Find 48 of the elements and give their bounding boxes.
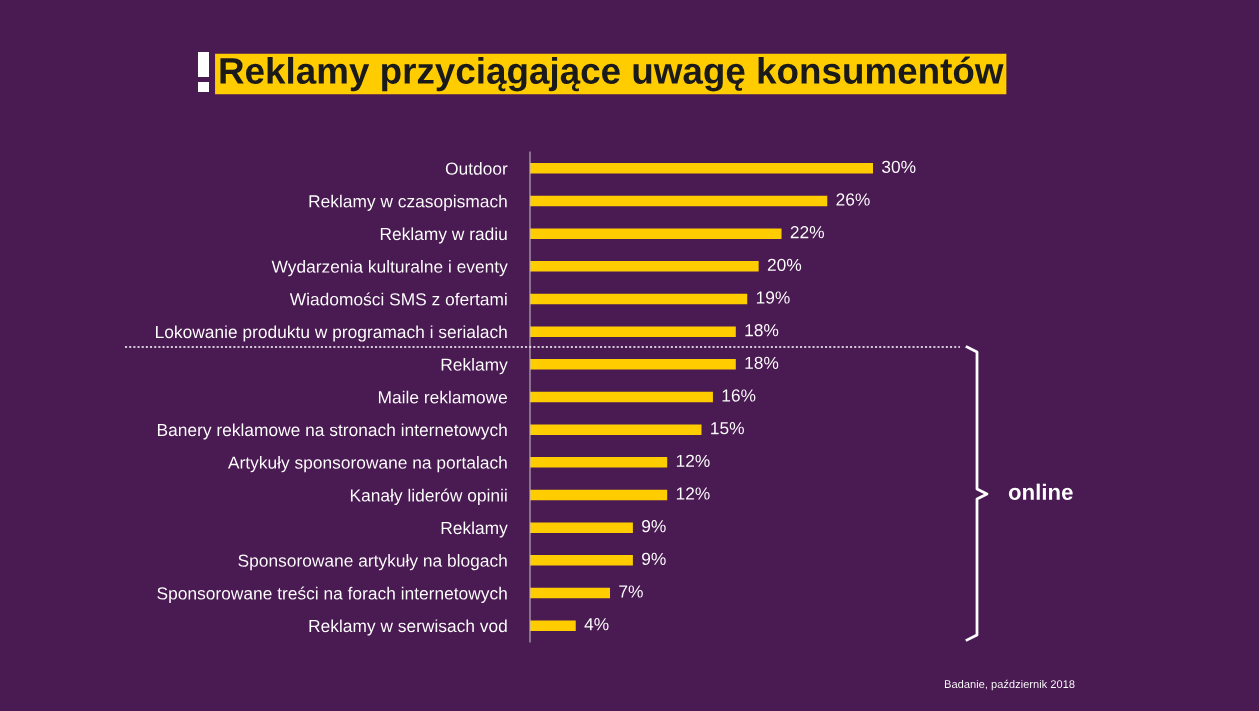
y-tick-label: Maile reklamowe	[378, 390, 508, 404]
text: online	[1008, 483, 1073, 500]
data-label: 15%	[711, 422, 744, 435]
bar	[530, 457, 668, 468]
y-tick-label: Banery reklamowe na stronach internetowych	[157, 423, 507, 440]
data-label: 30%	[882, 160, 916, 173]
data-label: 16%	[722, 389, 756, 402]
bar	[530, 359, 736, 370]
data-label: 26%	[836, 193, 870, 206]
bar	[530, 293, 748, 305]
text: Badanie, październik 2018	[944, 679, 1075, 691]
chart-title: Reklamy przyciągające uwagę konsumentów	[220, 56, 1004, 92]
bar	[530, 587, 611, 599]
y-tick-label: Sponsorowane artykuły na blogach	[238, 554, 507, 571]
data-label: 22%	[790, 226, 824, 239]
data-label: 20%	[767, 258, 802, 271]
y-tick-label: Kanały liderów opinii	[350, 488, 507, 505]
data-label: 12%	[676, 487, 710, 500]
y-tick-label: Wiadomości SMS z ofertami	[289, 292, 507, 306]
data-label: 9%	[642, 520, 666, 533]
data-label: 19%	[756, 291, 790, 304]
bar	[530, 555, 633, 566]
bar	[530, 163, 873, 174]
y-tick-label: Wydarzenia kulturalne i eventy	[271, 260, 508, 277]
y-tick-label: Reklamy w serwisach vod	[309, 619, 507, 636]
y-tick-label: Reklamy	[441, 358, 508, 375]
y-tick-label: Artykuły sponsorowane na portalach	[227, 456, 507, 473]
y-tick-label: Reklamy w radiu	[380, 227, 507, 244]
bar	[530, 326, 736, 337]
data-label: 9%	[642, 552, 666, 565]
data-label: 12%	[676, 454, 710, 467]
y-tick-label: Reklamy w czasopismach	[309, 194, 507, 211]
data-label: 18%	[745, 356, 779, 369]
bar	[530, 391, 713, 403]
bar	[530, 424, 702, 435]
bar	[530, 522, 633, 533]
y-tick-label: Sponsorowane treści na forach internetowych	[157, 586, 507, 603]
data-label: 7%	[619, 585, 643, 598]
y-tick-label: Outdoor	[445, 162, 508, 175]
bar	[530, 228, 782, 239]
bar	[530, 195, 828, 207]
bar	[530, 620, 576, 631]
y-tick-label: Reklamy	[441, 521, 508, 538]
bar	[530, 261, 759, 272]
data-label: 4%	[584, 618, 609, 631]
y-tick-label: Lokowanie produktu w programach i serialach	[156, 325, 507, 342]
data-label: 18%	[745, 324, 779, 337]
bar	[530, 489, 668, 501]
